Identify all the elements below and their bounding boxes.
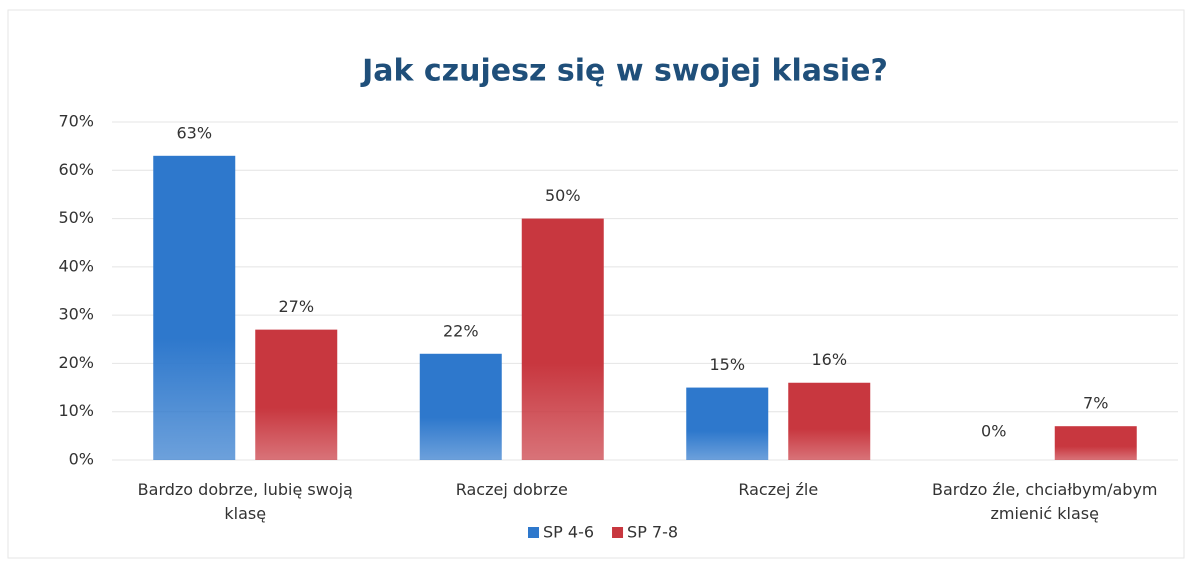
- data-label: 50%: [545, 186, 581, 205]
- bar: [788, 382, 871, 460]
- chart-title: Jak czujesz się w swojej klasie?: [360, 54, 888, 89]
- x-tick-label: Bardzo dobrze, lubię swoją klasę: [137, 480, 353, 523]
- bar: [255, 329, 338, 460]
- legend-label: SP 7-8: [627, 523, 678, 542]
- bar: [153, 155, 236, 461]
- bar: [521, 218, 604, 460]
- bar: [686, 387, 769, 460]
- chart-border: [7, 9, 1185, 559]
- bar: [1054, 426, 1137, 460]
- data-label: 15%: [709, 355, 745, 374]
- y-tick-label: 40%: [58, 256, 94, 275]
- data-label: 0%: [981, 422, 1006, 441]
- y-tick-label: 0%: [69, 450, 94, 469]
- y-tick-label: 10%: [58, 401, 94, 420]
- data-label: 16%: [811, 350, 847, 369]
- x-tick-label: Raczej dobrze: [455, 480, 568, 499]
- data-label: 7%: [1083, 394, 1108, 413]
- y-tick-label: 70%: [58, 112, 94, 131]
- y-tick-label: 30%: [58, 305, 94, 324]
- data-label: 63%: [176, 123, 212, 142]
- y-tick-label: 20%: [58, 353, 94, 372]
- legend-label: SP 4-6: [543, 523, 594, 542]
- data-label: 27%: [278, 297, 314, 316]
- x-tick-label: Bardzo źle, chciałbym/abym zmienić klasę: [931, 480, 1158, 523]
- x-tick-label: Raczej źle: [738, 480, 819, 499]
- legend-swatch: [528, 527, 539, 538]
- y-tick-label: 60%: [58, 160, 94, 179]
- data-label: 22%: [443, 321, 479, 340]
- y-tick-label: 50%: [58, 208, 94, 227]
- bar: [419, 353, 502, 460]
- legend-swatch: [612, 527, 624, 538]
